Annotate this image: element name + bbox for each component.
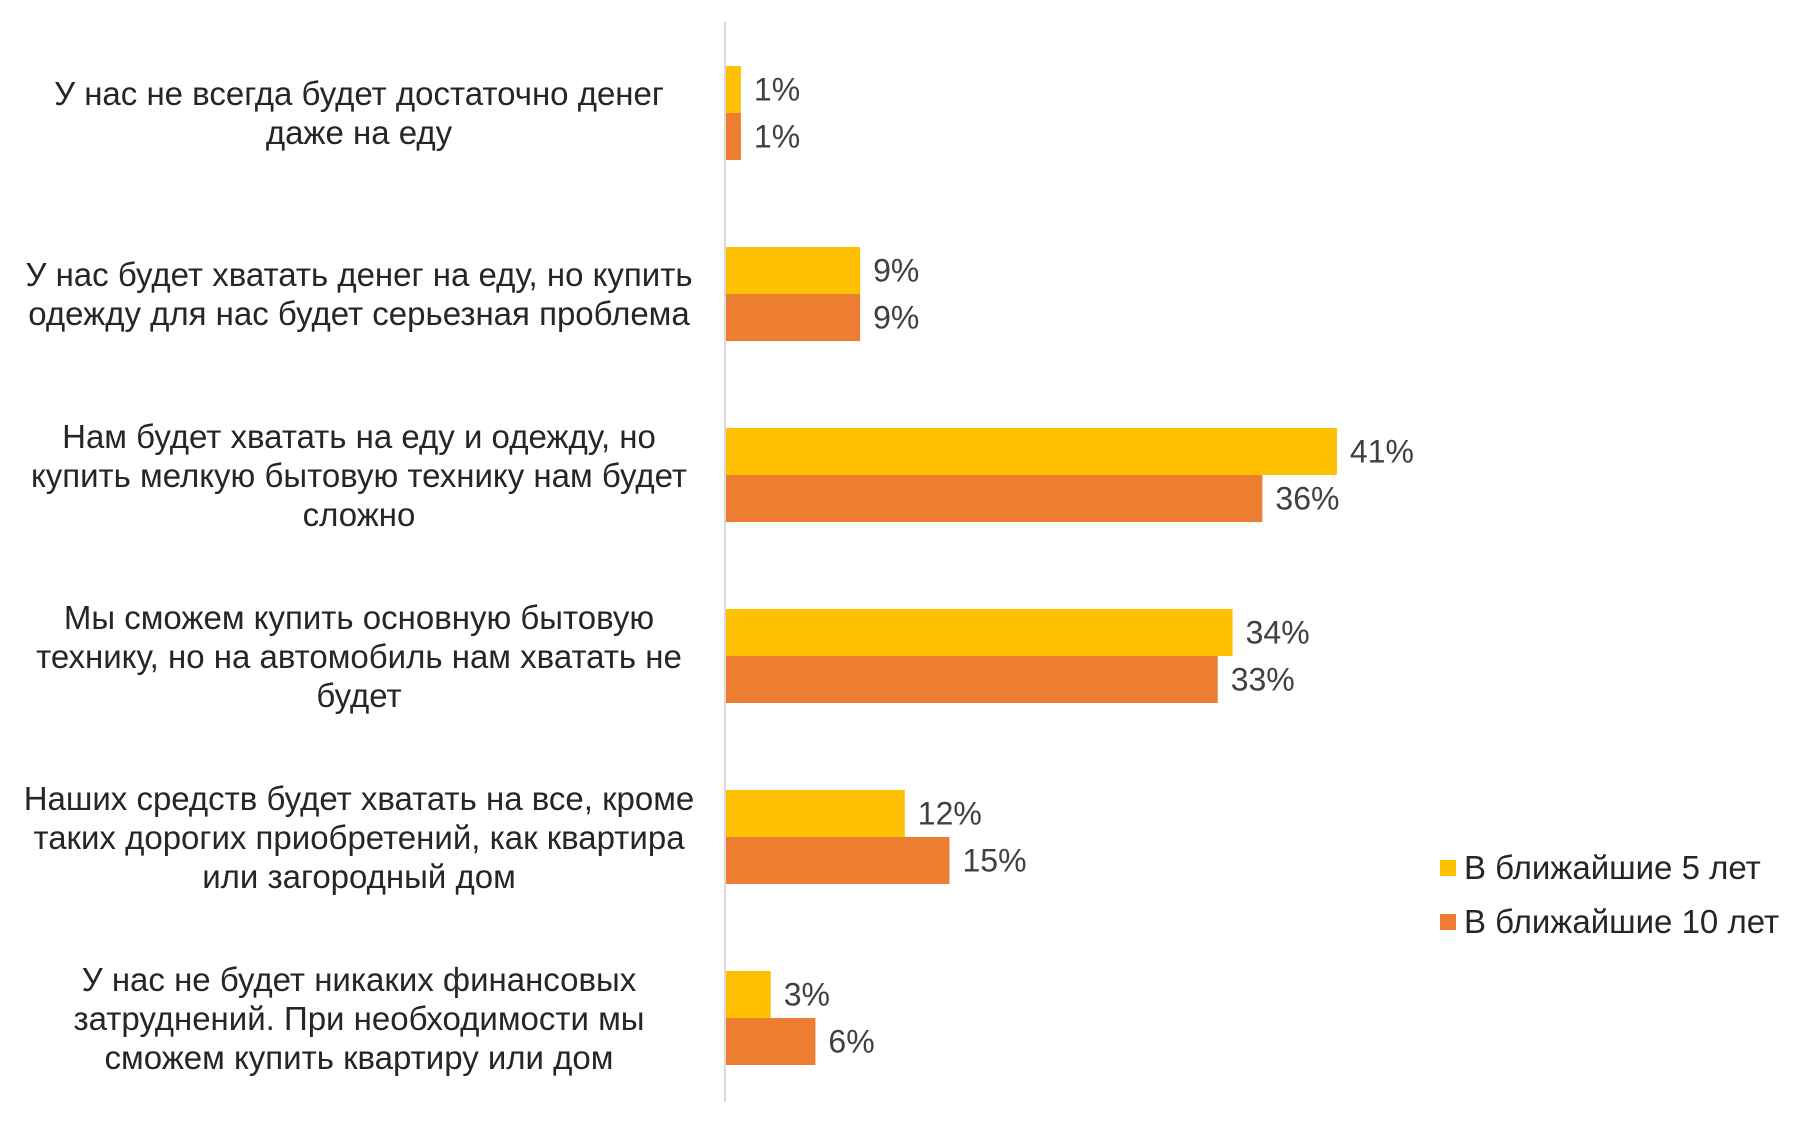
legend-label-5-years: В ближайшие 5 лет: [1464, 849, 1761, 887]
bar-10-years: [726, 1018, 815, 1065]
bar-10-years: [726, 656, 1218, 703]
legend-item-5-years: В ближайшие 5 лет: [1440, 848, 1761, 888]
data-label-10-years: 36%: [1275, 481, 1339, 517]
bar-5-years: [726, 609, 1233, 656]
bar-5-years: [726, 971, 771, 1018]
legend-label-10-years: В ближайшие 10 лет: [1464, 903, 1779, 941]
data-label-5-years: 3%: [784, 977, 830, 1013]
data-label-5-years: 1%: [754, 72, 800, 108]
legend-item-10-years: В ближайшие 10 лет: [1440, 902, 1779, 942]
bar-5-years: [726, 66, 741, 113]
data-label-5-years: 34%: [1246, 615, 1310, 651]
legend-swatch-10-years: [1440, 914, 1456, 930]
data-label-10-years: 6%: [828, 1024, 874, 1060]
data-label-10-years: 1%: [754, 119, 800, 155]
data-label-10-years: 33%: [1231, 662, 1295, 698]
bar-5-years: [726, 428, 1337, 475]
bar-5-years: [726, 790, 905, 837]
data-label-5-years: 41%: [1350, 434, 1414, 470]
bar-10-years: [726, 837, 950, 884]
legend-swatch-5-years: [1440, 860, 1456, 876]
bar-5-years: [726, 247, 860, 294]
bar-10-years: [726, 475, 1262, 522]
bar-10-years: [726, 294, 860, 341]
data-label-5-years: 12%: [918, 796, 982, 832]
data-label-10-years: 15%: [963, 843, 1027, 879]
bar-10-years: [726, 113, 741, 160]
data-label-5-years: 9%: [873, 253, 919, 289]
data-label-10-years: 9%: [873, 300, 919, 336]
